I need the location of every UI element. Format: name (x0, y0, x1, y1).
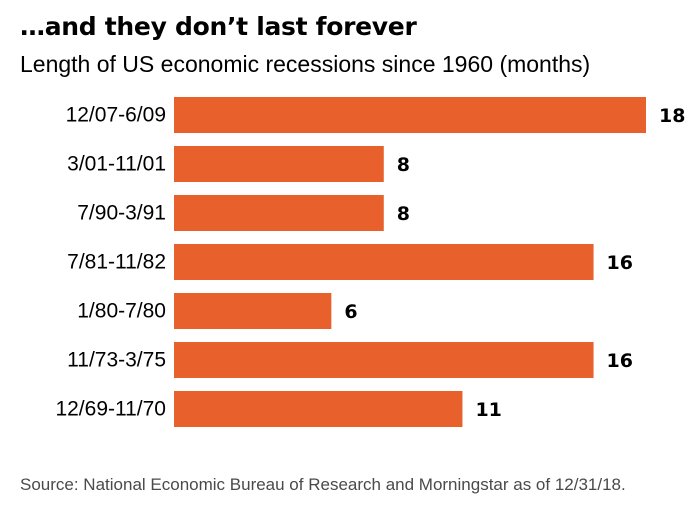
data-label: 16 (607, 350, 633, 372)
chart-subtitle: Length of US economic recessions since 1… (20, 51, 591, 77)
bar (174, 146, 384, 182)
bar (174, 293, 332, 329)
data-label: 11 (475, 399, 501, 421)
chart-title: …and they don’t last forever (20, 12, 417, 41)
data-label: 8 (397, 203, 410, 225)
data-label: 6 (344, 301, 357, 323)
bar (174, 195, 384, 231)
category-label: 12/07-6/09 (66, 104, 166, 127)
category-label: 7/90-3/91 (77, 202, 166, 225)
data-label: 8 (397, 154, 410, 176)
bar-chart: 12/07-6/09 18 3/01-11/01 8 7/90-3/91 8 7/81-11… (55, 97, 685, 427)
bar (174, 342, 594, 378)
data-label: 18 (659, 105, 685, 127)
bar (174, 97, 646, 133)
category-label: 7/81-11/82 (67, 251, 166, 274)
source-note: Source: National Economic Bureau of Rese… (20, 475, 626, 494)
bar (174, 391, 463, 427)
category-label: 12/69-11/70 (55, 398, 166, 421)
category-label: 3/01-11/01 (67, 153, 166, 176)
bar (174, 244, 594, 280)
category-label: 11/73-3/75 (67, 349, 166, 372)
data-label: 16 (607, 252, 633, 274)
category-label: 1/80-7/80 (77, 300, 166, 323)
